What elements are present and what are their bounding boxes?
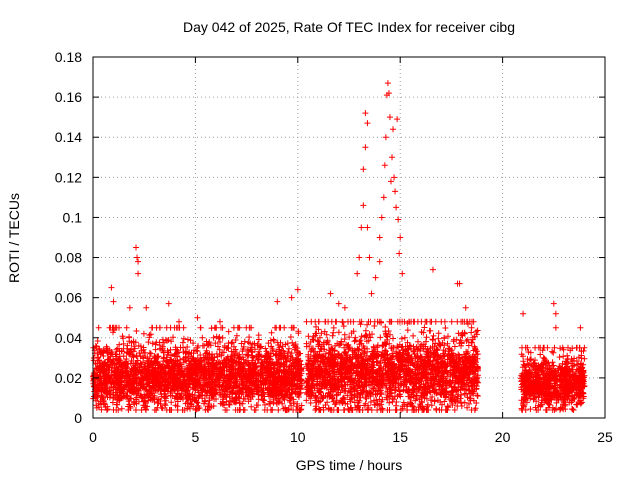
scatter-point bbox=[108, 284, 115, 291]
scatter-point bbox=[368, 290, 375, 297]
scatter-point bbox=[456, 280, 463, 287]
scatter-point bbox=[390, 126, 397, 133]
scatter-point bbox=[274, 298, 281, 305]
scatter-point bbox=[382, 134, 389, 141]
scatter-point bbox=[288, 294, 295, 301]
scatter-point bbox=[384, 80, 391, 87]
scatter-point bbox=[216, 318, 223, 325]
scatter-point bbox=[366, 254, 373, 261]
y-tick-label: 0.1 bbox=[63, 209, 83, 225]
scatter-point bbox=[110, 298, 117, 305]
scatter-point bbox=[360, 202, 367, 209]
data-points bbox=[90, 80, 588, 413]
scatter-point bbox=[552, 324, 559, 331]
x-tick-label: 15 bbox=[392, 429, 408, 445]
scatter-point bbox=[381, 162, 388, 169]
x-axis-ticks: 0 5 10 15 20 25 bbox=[89, 57, 613, 445]
scatter-point bbox=[399, 270, 406, 277]
scatter-point bbox=[391, 174, 398, 181]
scatter-point bbox=[327, 290, 334, 297]
y-tick-label: 0.06 bbox=[55, 290, 82, 306]
y-tick-label: 0.12 bbox=[55, 169, 82, 185]
y-tick-label: 0.08 bbox=[55, 250, 82, 266]
scatter-point bbox=[397, 234, 404, 241]
scatter-point bbox=[341, 304, 348, 311]
y-tick-label: 0.18 bbox=[55, 49, 82, 65]
x-tick-label: 5 bbox=[192, 429, 200, 445]
scatter-point bbox=[393, 204, 400, 211]
scatter-point bbox=[395, 216, 402, 223]
scatter-point bbox=[364, 120, 371, 127]
scatter-point bbox=[134, 254, 141, 261]
scatter-point bbox=[380, 194, 387, 201]
x-tick-label: 10 bbox=[290, 429, 306, 445]
y-tick-label: 0 bbox=[74, 410, 82, 426]
plot-frame bbox=[92, 56, 606, 419]
scatter-point bbox=[429, 266, 436, 273]
scatter-point bbox=[376, 234, 383, 241]
y-tick-label: 0.16 bbox=[55, 89, 82, 105]
scatter-point bbox=[364, 224, 371, 231]
x-tick-label: 0 bbox=[89, 429, 97, 445]
scatter-point bbox=[335, 300, 342, 307]
scatter-point bbox=[552, 310, 559, 317]
scatter-point bbox=[143, 304, 150, 311]
scatter-point bbox=[165, 300, 172, 307]
scatter-point bbox=[396, 250, 403, 257]
chart-title: Day 042 of 2025, Rate Of TEC Index for r… bbox=[183, 19, 515, 35]
scatter-point bbox=[376, 258, 383, 265]
scatter-point bbox=[462, 304, 469, 311]
scatter-point bbox=[577, 324, 584, 331]
scatter-point bbox=[358, 224, 365, 231]
scatter-cloud bbox=[90, 318, 588, 413]
scatter-point bbox=[135, 258, 142, 265]
x-tick-label: 20 bbox=[495, 429, 511, 445]
scatter-point bbox=[385, 90, 392, 97]
x-axis-label: GPS time / hours bbox=[296, 457, 403, 473]
scatter-point bbox=[356, 254, 363, 261]
scatter-point bbox=[133, 244, 140, 251]
scatter-point bbox=[360, 166, 367, 173]
scatter-point bbox=[354, 270, 361, 277]
scatter-point bbox=[387, 178, 394, 185]
scatter-point bbox=[520, 310, 527, 317]
scatter-point bbox=[135, 270, 142, 277]
scatter-point bbox=[389, 154, 396, 161]
scatter-point bbox=[176, 318, 183, 325]
scatter-point bbox=[362, 110, 369, 117]
y-tick-label: 0.02 bbox=[55, 370, 82, 386]
y-axis-label: ROTI / TECUs bbox=[6, 193, 22, 283]
scatter-point bbox=[362, 144, 369, 151]
x-tick-label: 25 bbox=[597, 429, 613, 445]
scatter-point bbox=[550, 300, 557, 307]
y-tick-label: 0.14 bbox=[55, 129, 82, 145]
scatter-point bbox=[194, 314, 201, 321]
scatter-point bbox=[294, 286, 301, 293]
scatter-point bbox=[394, 116, 401, 123]
y-tick-label: 0.04 bbox=[55, 330, 82, 346]
scatter-point bbox=[372, 274, 379, 281]
scatter-point bbox=[126, 304, 133, 311]
scatter-point bbox=[386, 114, 393, 121]
scatter-point bbox=[378, 214, 385, 221]
y-axis-ticks: 0 0.02 0.04 0.06 0.08 0.1 0.12 0.14 0.16 0.18 bbox=[55, 49, 605, 426]
scatter-point bbox=[392, 188, 399, 195]
